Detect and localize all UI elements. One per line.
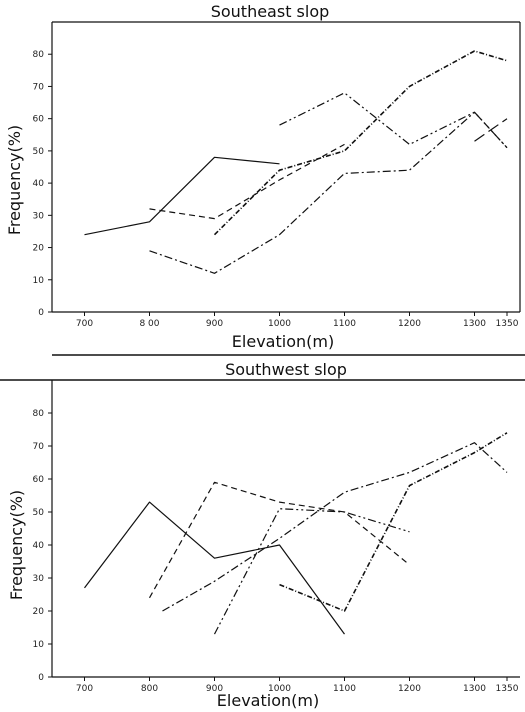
series-line-6: [474, 118, 508, 142]
x-tick-label: 1000: [268, 319, 291, 329]
x-tick-label: 700: [76, 319, 93, 329]
y-tick-label: 0: [38, 308, 44, 318]
y-tick-label: 10: [33, 640, 45, 650]
y-tick-label: 30: [33, 211, 45, 221]
y-tick-label: 50: [33, 508, 45, 518]
x-tick-label: 700: [76, 684, 93, 694]
x-tick-label: 1100: [333, 319, 356, 329]
y-tick-label: 20: [33, 244, 45, 254]
y-tick-label: 40: [33, 179, 45, 189]
y-ticks: 0 10 20 30 40 50 60 70 80: [33, 50, 52, 318]
x-tick-label: 1350: [496, 319, 519, 329]
series-line-1: [84, 501, 345, 635]
x-tick-label: 1200: [398, 319, 421, 329]
y-tick-label: 60: [33, 475, 45, 485]
series-line-2: [149, 143, 345, 220]
x-tick-label: 1100: [333, 684, 356, 694]
x-tick-label: 900: [206, 684, 223, 694]
series-lines: [84, 432, 508, 635]
x-ticks: 700 8 00 900 1000 1100 1200 1300 1350: [76, 312, 519, 329]
y-tick-label: 60: [33, 115, 45, 125]
chart-title: Southwest slop: [225, 360, 347, 379]
chart-title: Southeast slop: [211, 2, 330, 21]
y-tick-label: 50: [33, 147, 45, 157]
x-tick-label: 1300: [463, 319, 486, 329]
series-lines: [84, 50, 508, 274]
y-ticks: 0 10 20 30 40 50 60 70 80: [33, 409, 52, 683]
y-tick-label: 10: [33, 276, 45, 286]
y-tick-label: 40: [33, 541, 45, 551]
y-tick-label: 30: [33, 574, 45, 584]
x-ticks: 700 800 900 1000 1100 1200 1300 1350: [76, 677, 519, 694]
panel-southwest: Southwest slop 0 10 20 30 40 50 60 70 80 700 800 9…: [7, 360, 520, 710]
series-line-3: [149, 111, 508, 274]
series-line-2: [148, 481, 410, 599]
series-line-1: [84, 156, 280, 236]
y-axis-label: Frequency(%): [7, 490, 26, 600]
x-tick-label: 900: [206, 319, 223, 329]
panel-southeast: Southeast slop 0 10 20 30 40 50 60 70 80 700 8 00…: [5, 2, 521, 351]
y-tick-label: 80: [33, 50, 45, 60]
y-axis-label: Frequency(%): [5, 125, 24, 235]
series-line-5: [213, 50, 508, 236]
x-tick-label: 1000: [268, 684, 291, 694]
x-tick-label: 1300: [463, 684, 486, 694]
x-tick-label: 800: [141, 684, 158, 694]
y-tick-label: 80: [33, 409, 45, 419]
y-tick-label: 70: [33, 82, 45, 92]
y-tick-label: 70: [33, 442, 45, 452]
x-axis-label: Elevation(m): [217, 691, 319, 710]
y-tick-label: 0: [38, 673, 44, 683]
y-tick-label: 20: [33, 607, 45, 617]
x-tick-label: 1350: [496, 684, 519, 694]
series-line-4: [213, 508, 410, 635]
series-line-3: [162, 442, 508, 612]
series-line-5: [279, 432, 508, 612]
x-tick-label: 8 00: [139, 319, 159, 329]
series-line-4: [279, 92, 508, 149]
x-tick-label: 1200: [398, 684, 421, 694]
x-axis-label: Elevation(m): [232, 332, 334, 351]
